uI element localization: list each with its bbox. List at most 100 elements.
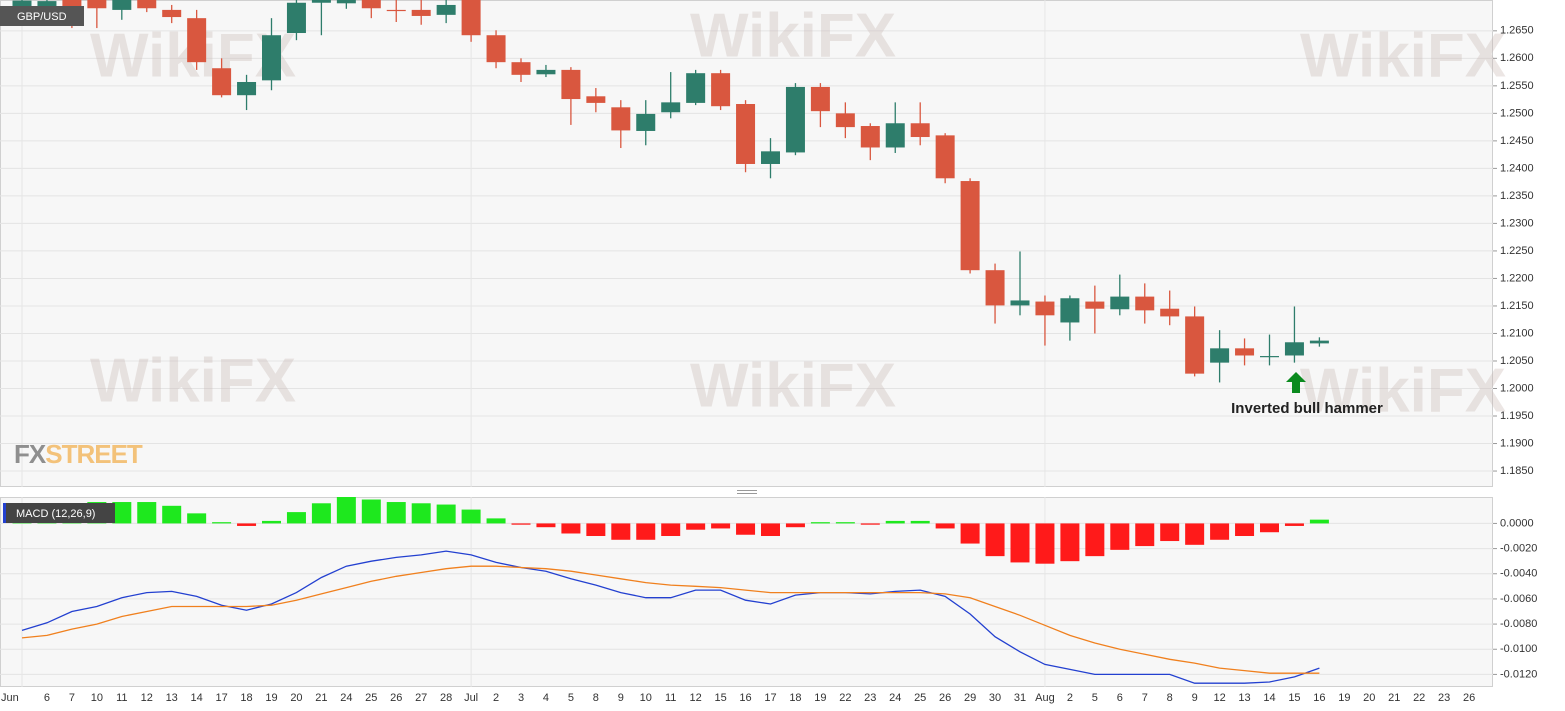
x-tick-label: 11 (665, 692, 676, 704)
y-tick-label: 1.2400 (1500, 162, 1534, 174)
x-tick-label: 17 (215, 692, 227, 704)
y-tick-label: 1.2250 (1500, 245, 1534, 257)
candle-body (1010, 300, 1030, 306)
candle-body (935, 135, 955, 179)
x-tick-label: Jun (1, 692, 19, 704)
candle-body (1135, 296, 1155, 311)
watermark: WikiFX (690, 351, 896, 420)
histogram-bar (711, 523, 731, 529)
x-tick-label: 19 (814, 692, 826, 704)
x-tick-label: 26 (390, 692, 402, 704)
watermark: WikiFX (1300, 356, 1506, 425)
histogram-bar (237, 523, 257, 526)
x-tick-label: 29 (964, 692, 976, 704)
annotation: Inverted bull hammer (1231, 400, 1383, 417)
candle-body (1185, 316, 1205, 374)
x-tick-label: 13 (1238, 692, 1250, 704)
x-tick-label: 4 (543, 692, 549, 704)
histogram-bar (311, 503, 331, 524)
candle-body (112, 0, 132, 10)
histogram-bar (1110, 523, 1130, 550)
x-tick-label: 21 (315, 692, 327, 704)
symbol-label: GBP/USD (17, 11, 67, 23)
candle-body (1235, 348, 1255, 356)
candle-body (536, 69, 556, 75)
histogram-bar (162, 505, 182, 524)
x-tick-label: 24 (340, 692, 352, 704)
x-tick-label: 2 (1067, 692, 1073, 704)
histogram-bar (736, 523, 756, 535)
y-tick-label: 1.2200 (1500, 272, 1534, 284)
candle-body (736, 104, 756, 164)
histogram-bar (985, 523, 1005, 557)
candle-body (1110, 296, 1130, 310)
x-tick-label: 19 (265, 692, 277, 704)
candle-body (561, 69, 581, 100)
x-tick-label: 8 (1167, 692, 1173, 704)
y-tick-label: 1.2350 (1500, 190, 1534, 202)
candle-body (461, 0, 481, 36)
x-tick-label: 23 (864, 692, 876, 704)
x-tick-label: 14 (191, 692, 203, 704)
histogram-bar (1235, 523, 1255, 537)
y-tick-label: -0.0120 (1500, 668, 1537, 680)
x-tick-label: 16 (1313, 692, 1325, 704)
histogram-bar (1085, 523, 1105, 557)
x-tick-label: 22 (1413, 692, 1425, 704)
candle-body (960, 181, 980, 271)
x-tick-label: 20 (290, 692, 302, 704)
histogram-bar (386, 502, 406, 524)
histogram-bar (336, 497, 356, 524)
x-tick-label: 18 (789, 692, 801, 704)
candle-body (1085, 301, 1105, 309)
grid (0, 0, 1493, 687)
candle-body (785, 86, 805, 153)
y-tick-label: 1.1950 (1500, 410, 1534, 422)
histogram-bar (810, 522, 830, 524)
candle-body (1260, 356, 1279, 358)
x-tick-label: 7 (69, 692, 75, 704)
x-tick-label: Jul (464, 692, 478, 704)
candle-body (336, 0, 356, 4)
histogram-bar (112, 502, 132, 524)
x-tick-label: 3 (518, 692, 524, 704)
candle-body (386, 9, 406, 12)
histogram-bar (187, 513, 207, 524)
y-tick-label: 1.2650 (1500, 25, 1534, 37)
macd-box (3, 503, 115, 523)
watermark: WikiFX (90, 346, 296, 415)
x-tick-label: 8 (593, 692, 599, 704)
histogram-bar (561, 523, 581, 534)
histogram-bar (436, 504, 456, 524)
x-tick-label: 10 (640, 692, 652, 704)
candle-body (636, 113, 656, 131)
histogram-bar (1309, 519, 1329, 524)
histogram-bar (461, 509, 481, 524)
x-tick-label: 19 (1338, 692, 1350, 704)
candle-body (985, 270, 1005, 306)
watermarks: WikiFX WikiFX WikiFX WikiFX WikiFX WikiF… (90, 1, 1506, 425)
histogram-bar (1185, 523, 1205, 545)
x-tick-label: 18 (240, 692, 252, 704)
logo-street: STREET (45, 439, 143, 469)
histogram-bar (1135, 523, 1155, 547)
x-tick-label: 27 (415, 692, 427, 704)
x-tick-label: 5 (568, 692, 574, 704)
histogram-bar (761, 523, 780, 537)
candle-body (436, 4, 456, 15)
x-tick-label: 23 (1438, 692, 1450, 704)
y-tick-label: 0.0000 (1500, 517, 1534, 529)
macd-line (21, 565, 1320, 674)
histogram-bar (1284, 523, 1304, 526)
candle-body (37, 1, 57, 8)
x-tick-label: 15 (714, 692, 726, 704)
candle-body (262, 35, 281, 81)
histogram-bar (1260, 523, 1279, 533)
x-tick-label: 28 (440, 692, 452, 704)
y-tick-label: -0.0100 (1500, 643, 1537, 655)
x-tick-label: 9 (618, 692, 624, 704)
candle-body (835, 113, 855, 128)
candle-body (910, 123, 930, 138)
